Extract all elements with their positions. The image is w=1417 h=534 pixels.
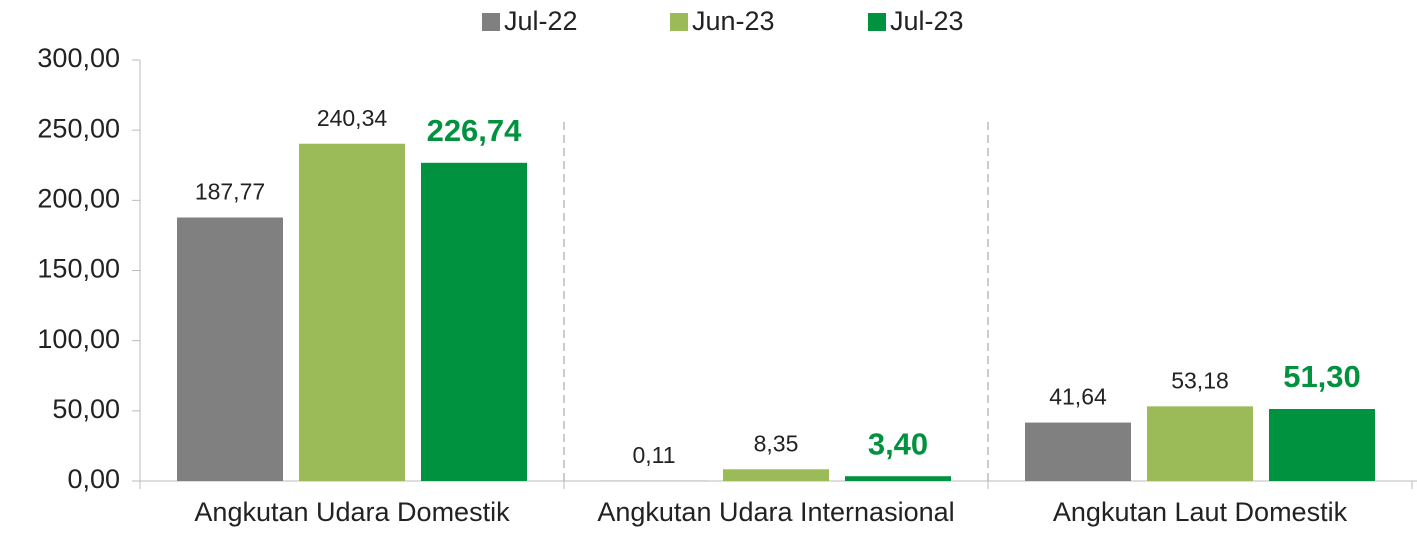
y-tick-label: 50,00 [52, 394, 120, 424]
data-label: 226,74 [427, 113, 523, 148]
y-tick-label: 100,00 [37, 324, 120, 354]
y-tick-label: 0,00 [67, 464, 120, 494]
legend-swatch [868, 13, 886, 31]
bar [845, 476, 951, 481]
bar [1269, 409, 1375, 481]
bar [723, 469, 829, 481]
y-tick-label: 300,00 [37, 43, 120, 73]
data-label: 3,40 [868, 426, 928, 461]
legend-label: Jun-23 [692, 6, 775, 36]
bar [1147, 406, 1253, 481]
bar [421, 162, 527, 481]
x-tick-label: Angkutan Laut Domestik [1053, 497, 1348, 527]
data-label: 41,64 [1049, 384, 1107, 410]
y-tick-label: 150,00 [37, 254, 120, 284]
data-label: 53,18 [1171, 367, 1229, 393]
legend-swatch [482, 13, 500, 31]
legend-label: Jul-23 [890, 6, 964, 36]
legend-swatch [670, 13, 688, 31]
bar [1025, 422, 1131, 481]
data-label: 8,35 [754, 430, 799, 456]
bar [177, 217, 283, 481]
data-label: 0,11 [632, 442, 675, 468]
x-tick-label: Angkutan Udara Domestik [194, 497, 510, 527]
y-tick-label: 200,00 [37, 183, 120, 213]
data-label: 187,77 [195, 179, 265, 205]
legend-label: Jul-22 [504, 6, 578, 36]
data-label: 240,34 [317, 105, 388, 131]
data-label: 51,30 [1283, 359, 1361, 394]
x-tick-label: Angkutan Udara Internasional [597, 497, 954, 527]
bar [299, 143, 405, 481]
y-tick-label: 250,00 [37, 113, 120, 143]
